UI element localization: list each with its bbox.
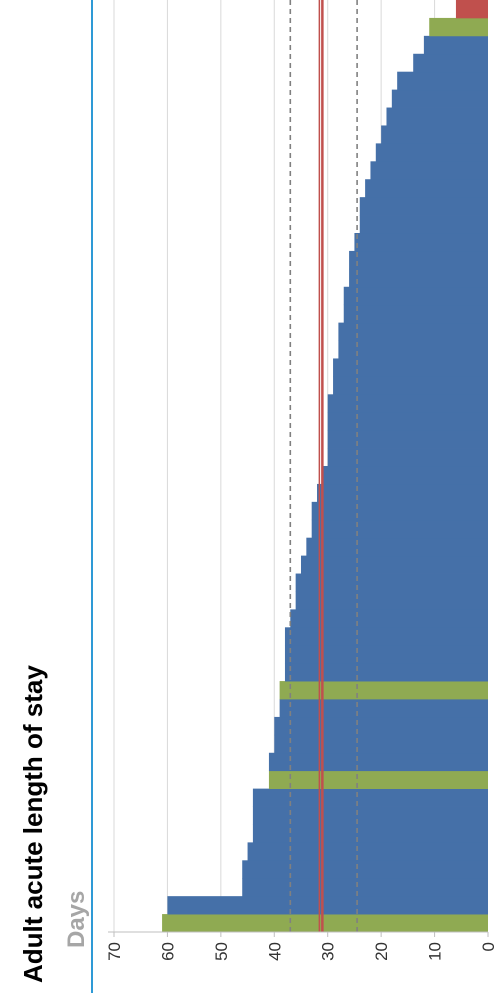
bar bbox=[429, 17, 488, 37]
bar bbox=[268, 770, 488, 790]
bar bbox=[375, 143, 488, 162]
tick-label-30: 30 bbox=[319, 942, 338, 961]
bar bbox=[162, 914, 488, 933]
bar bbox=[279, 699, 488, 718]
bar bbox=[284, 645, 488, 664]
bar bbox=[284, 663, 488, 682]
bar bbox=[327, 430, 488, 449]
bar bbox=[338, 340, 488, 359]
bar bbox=[349, 250, 488, 270]
bar bbox=[391, 89, 488, 108]
bar bbox=[343, 286, 488, 306]
bar bbox=[311, 501, 488, 521]
bar bbox=[279, 681, 488, 700]
bar bbox=[295, 573, 488, 592]
bar bbox=[333, 358, 488, 377]
bar bbox=[306, 537, 488, 557]
bar bbox=[242, 860, 488, 879]
bar bbox=[327, 394, 488, 413]
bar bbox=[327, 448, 488, 467]
bar bbox=[252, 788, 488, 807]
bar bbox=[455, 0, 488, 19]
bar bbox=[386, 107, 488, 126]
tick-label-20: 20 bbox=[372, 942, 391, 961]
bars bbox=[162, 0, 489, 933]
bar bbox=[359, 197, 488, 216]
axis-label-days: Days bbox=[63, 891, 90, 948]
bar bbox=[274, 716, 488, 736]
tick-label-70: 70 bbox=[105, 942, 124, 961]
bar bbox=[365, 179, 488, 198]
tick-label-0: 0 bbox=[479, 942, 496, 951]
bar bbox=[370, 161, 488, 180]
tick-label-10: 10 bbox=[426, 942, 445, 961]
bar bbox=[311, 519, 488, 539]
bar bbox=[268, 752, 488, 772]
tick-labels: 0 10 20 30 40 50 60 70 bbox=[105, 932, 496, 961]
bar bbox=[413, 53, 488, 73]
bar bbox=[274, 734, 488, 754]
bar bbox=[322, 466, 488, 485]
bar bbox=[397, 71, 488, 91]
tick-label-60: 60 bbox=[158, 942, 177, 961]
bar bbox=[295, 591, 488, 610]
tick-label-40: 40 bbox=[265, 942, 284, 961]
bar bbox=[423, 35, 488, 55]
bar bbox=[354, 233, 488, 252]
bar bbox=[300, 555, 488, 574]
bar bbox=[290, 609, 488, 628]
bar bbox=[242, 878, 488, 897]
bar bbox=[338, 322, 488, 341]
bar bbox=[252, 824, 488, 843]
bar bbox=[317, 483, 488, 503]
bar bbox=[349, 268, 488, 288]
bar bbox=[247, 842, 488, 861]
chart-title: Adult acute length of stay bbox=[18, 665, 48, 983]
bar bbox=[327, 412, 488, 431]
bar bbox=[333, 376, 488, 395]
bar bbox=[343, 304, 488, 324]
bar bbox=[252, 806, 488, 825]
tick-label-50: 50 bbox=[212, 942, 231, 961]
bar bbox=[284, 627, 488, 646]
bar bbox=[167, 896, 489, 915]
bar bbox=[381, 125, 488, 144]
bar bbox=[359, 215, 488, 234]
reference-lines bbox=[289, 0, 358, 932]
